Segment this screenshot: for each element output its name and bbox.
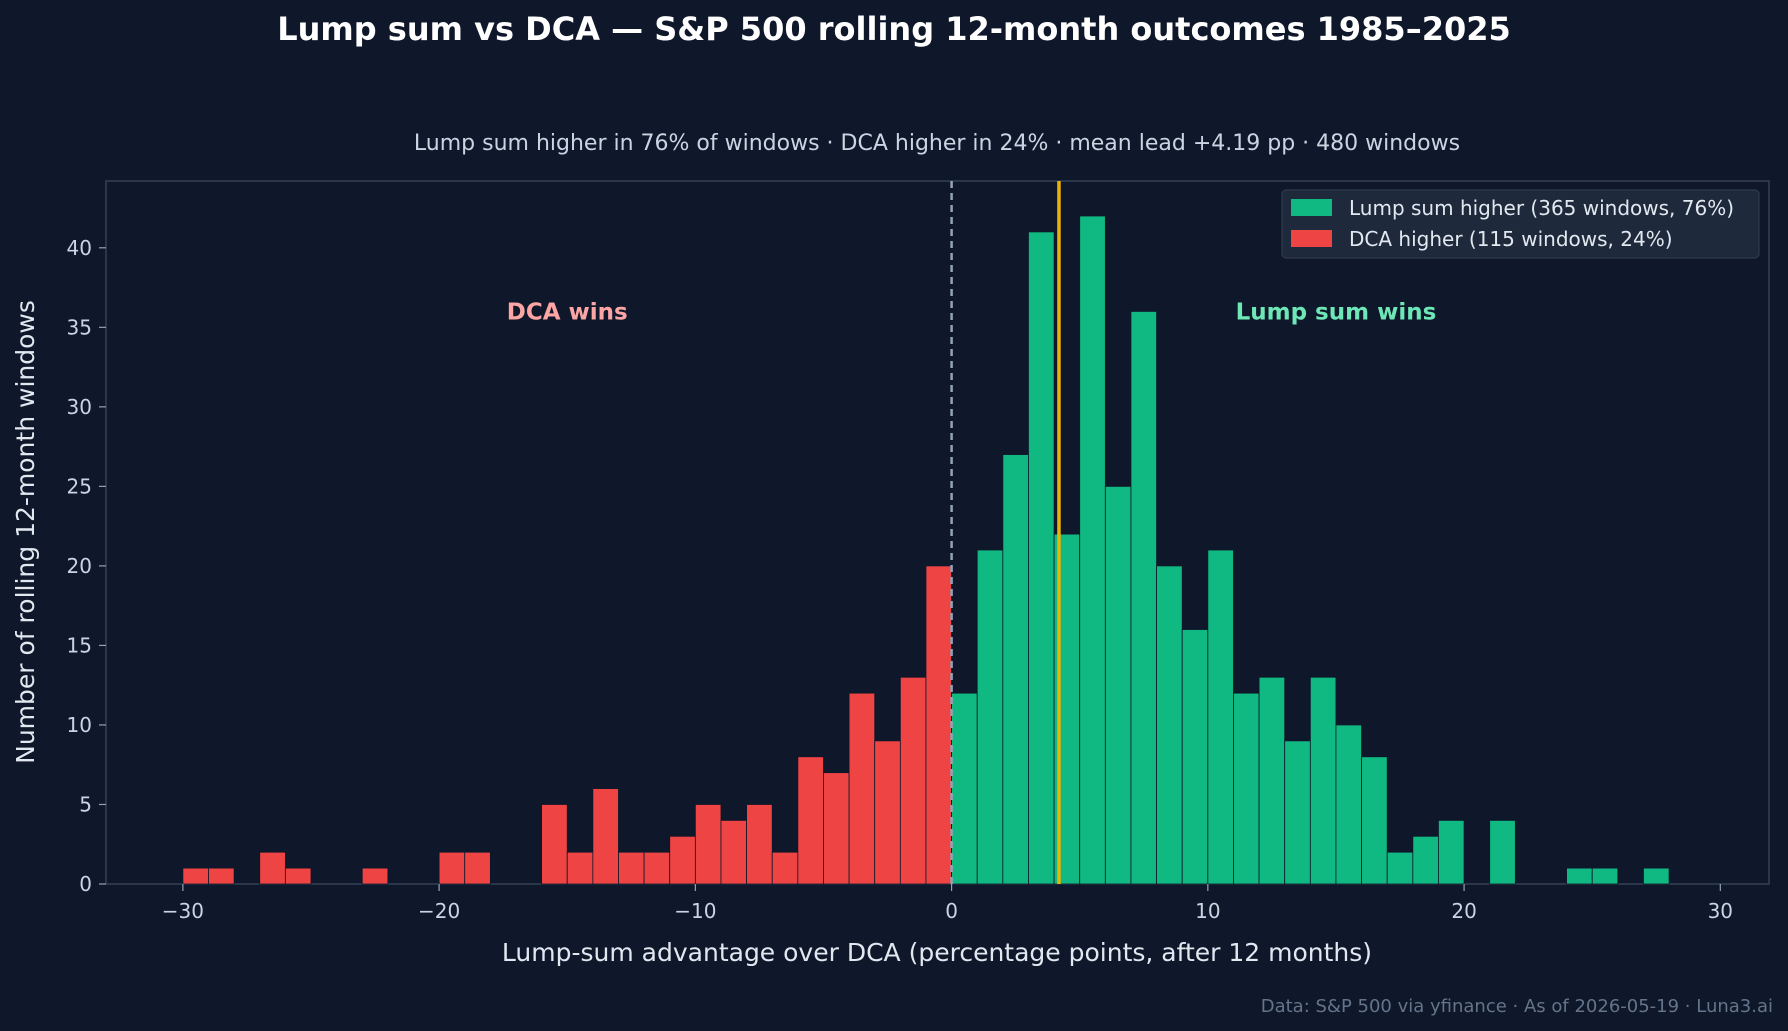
histogram-bar-lump-17 [1386, 851, 1414, 885]
histogram-bar-dca-10 [618, 851, 645, 885]
histogram-bar-lump-18 [1412, 835, 1439, 885]
y-axis-ticks: 0 5 10 15 20 25 30 35 40 [67, 236, 106, 896]
x-tick-label: 30 [1708, 899, 1733, 923]
histogram-bar-lump-6 [1104, 485, 1132, 885]
histogram-bar-dca-4 [361, 867, 389, 885]
x-tick-label: −10 [674, 899, 716, 923]
histogram-bar-lump-22 [1591, 867, 1619, 885]
histogram-bar-lump-20 [1489, 819, 1516, 885]
histogram-bar-lump-23 [1643, 867, 1670, 885]
y-tick-label: 20 [67, 554, 92, 578]
annotations: DCA wins Lump sum wins [507, 299, 1437, 325]
histogram-bar-lump-3 [1028, 231, 1055, 885]
histogram-bar-dca-2 [259, 851, 286, 885]
histogram-bar-dca-11 [643, 851, 671, 885]
histogram-bar-lump-19 [1438, 819, 1465, 885]
histogram-bar-dca-3 [284, 867, 312, 885]
histogram-bar-dca-13 [694, 804, 722, 885]
y-tick-label: 5 [79, 792, 92, 816]
histogram-bar-lump-21 [1566, 867, 1593, 885]
legend-swatch-dca [1291, 230, 1332, 247]
dca-wins-annotation: DCA wins [507, 299, 628, 325]
histogram-bar-dca-1 [208, 867, 235, 885]
x-tick-label: 20 [1451, 899, 1476, 923]
histogram-bars [182, 215, 1670, 885]
x-axis-ticks: −30 −20 −10 0 10 20 30 [162, 884, 1733, 923]
histogram-bar-dca-16 [771, 851, 799, 885]
histogram-bar-dca-22 [925, 565, 952, 885]
histogram-bar-dca-0 [182, 867, 209, 885]
histogram-bar-dca-14 [720, 819, 748, 885]
x-tick-label: −20 [418, 899, 460, 923]
histogram-bar-lump-7 [1130, 311, 1157, 885]
histogram-bar-dca-17 [797, 756, 824, 885]
histogram-bar-lump-2 [1002, 454, 1029, 885]
legend-label-dca: DCA higher (115 windows, 24%) [1349, 227, 1673, 251]
histogram-bar-dca-6 [464, 851, 491, 885]
histogram-bar-lump-5 [1079, 215, 1106, 885]
histogram-bar-lump-1 [976, 549, 1004, 885]
histogram-bar-dca-8 [566, 851, 594, 885]
y-axis-label: Number of rolling 12-month windows [11, 300, 40, 764]
x-tick-label: −30 [162, 899, 204, 923]
histogram-bar-dca-21 [899, 676, 927, 885]
x-tick-label: 0 [945, 899, 958, 923]
histogram-bar-lump-0 [951, 692, 978, 885]
histogram-bar-lump-12 [1258, 676, 1286, 885]
y-tick-label: 25 [67, 474, 92, 498]
legend-box [1281, 189, 1760, 259]
histogram-bar-dca-12 [669, 835, 696, 885]
histogram-bar-lump-8 [1156, 565, 1183, 885]
lump-sum-wins-annotation: Lump sum wins [1236, 299, 1437, 325]
histogram-bar-lump-16 [1361, 756, 1388, 885]
legend: Lump sum higher (365 windows, 76%) DCA h… [1281, 189, 1760, 259]
y-tick-label: 30 [67, 395, 92, 419]
y-tick-label: 0 [79, 872, 92, 896]
x-tick-label: 10 [1195, 899, 1220, 923]
legend-label-lump-sum: Lump sum higher (365 windows, 76%) [1349, 196, 1734, 220]
histogram-bar-lump-9 [1181, 629, 1209, 885]
data-source-footer: Data: S&P 500 via yfinance · As of 2026-… [1261, 996, 1773, 1017]
histogram-bar-lump-15 [1335, 724, 1362, 885]
chart-subtitle: Lump sum higher in 76% of windows · DCA … [414, 131, 1460, 156]
histogram-bar-dca-5 [438, 851, 466, 885]
histogram-bar-dca-19 [848, 692, 876, 885]
histogram-bar-dca-9 [592, 788, 619, 885]
chart-title: Lump sum vs DCA — S&P 500 rolling 12-mon… [277, 10, 1511, 48]
histogram-bar-dca-18 [823, 772, 850, 885]
y-tick-label: 10 [67, 713, 92, 737]
y-tick-label: 15 [67, 633, 92, 657]
histogram-bar-dca-7 [541, 804, 568, 885]
histogram-bar-dca-20 [874, 740, 901, 885]
histogram-bar-lump-10 [1207, 549, 1234, 885]
histogram-bar-lump-11 [1233, 692, 1260, 885]
histogram-bar-lump-14 [1309, 676, 1337, 885]
histogram-bar-lump-13 [1284, 740, 1311, 885]
x-axis-label: Lump-sum advantage over DCA (percentage … [502, 938, 1372, 967]
reference-lines [950, 181, 1061, 884]
y-tick-label: 40 [67, 236, 92, 260]
histogram-bar-dca-15 [746, 804, 773, 885]
y-tick-label: 35 [67, 315, 92, 339]
legend-swatch-lump-sum [1291, 199, 1332, 216]
